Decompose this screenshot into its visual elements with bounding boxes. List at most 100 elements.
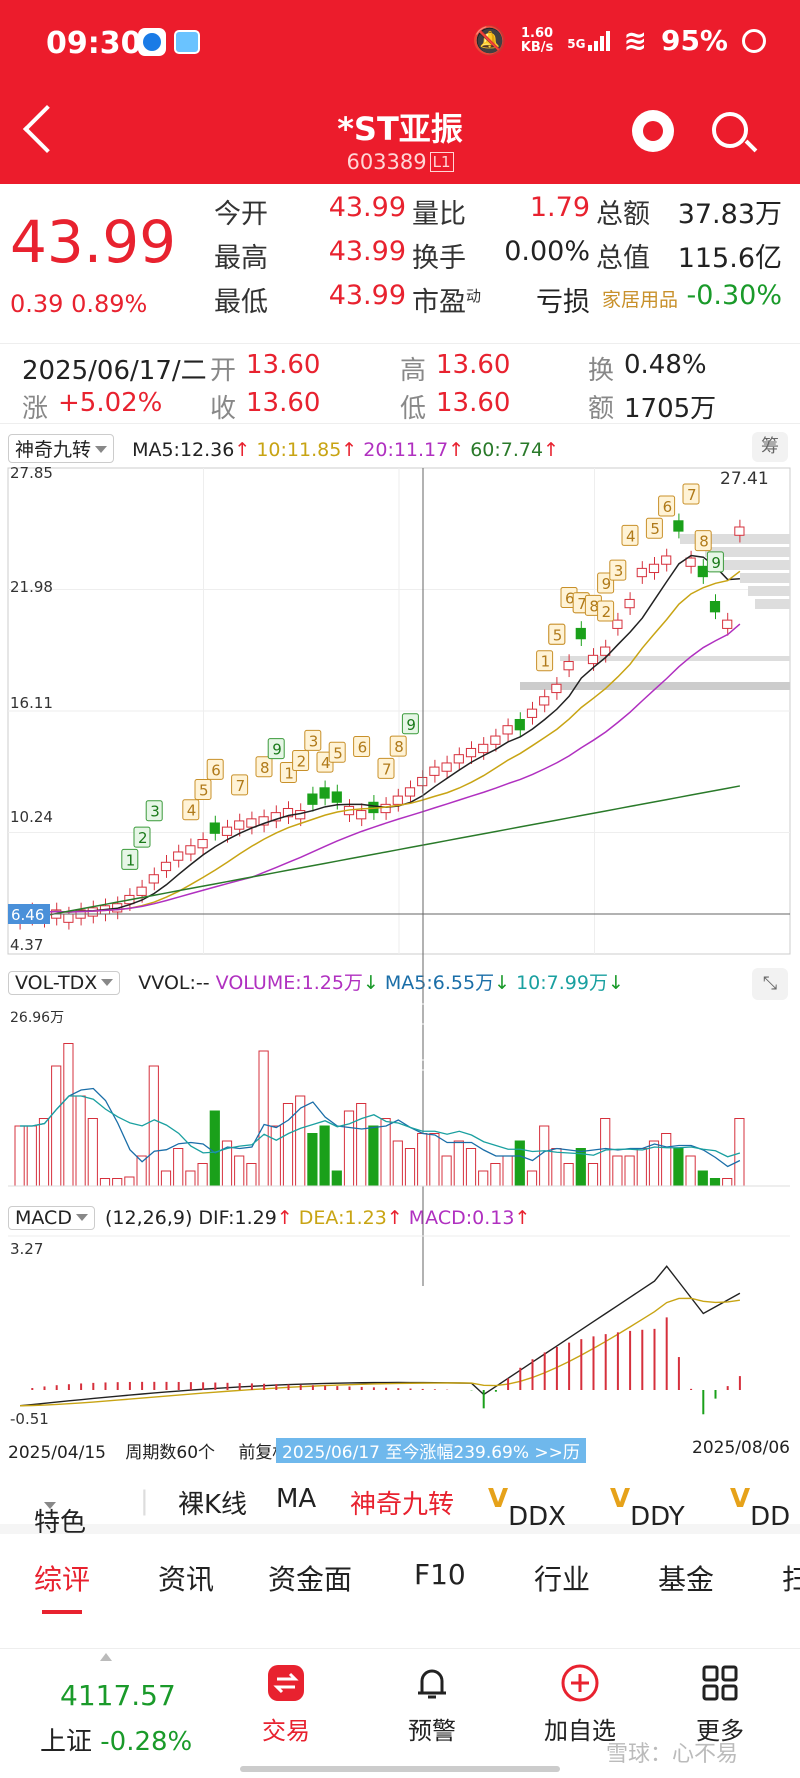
- nine-turn-marker: [145, 800, 163, 822]
- candle: [563, 661, 574, 671]
- price-axis-label: 21.98: [10, 578, 53, 596]
- volume-bar: [587, 1163, 599, 1187]
- candle: [148, 874, 159, 884]
- candle: [685, 557, 696, 567]
- expand-up-icon[interactable]: [100, 1653, 112, 1661]
- chip-bar: [748, 586, 790, 596]
- tab-indicator: [42, 1610, 82, 1614]
- quote-row: 最高 43.99 换手 0.00% 总值 115.6亿: [214, 236, 782, 275]
- ma5-value: MA5:12.36: [132, 439, 235, 461]
- tab-comment[interactable]: 综评: [34, 1563, 91, 1596]
- nine-turn-marker: [536, 650, 554, 672]
- nine-turn-marker: [231, 774, 249, 796]
- volume-bar: [75, 1095, 86, 1187]
- volume-bar: [14, 1125, 25, 1187]
- ma60-value: 60:7.74: [470, 439, 544, 461]
- add-watchlist-button[interactable]: 加自选: [530, 1663, 630, 1746]
- tab-industry[interactable]: 行业: [534, 1563, 591, 1596]
- nine-turn-number: 7: [577, 595, 587, 613]
- cursor-price-box: [8, 904, 50, 924]
- index-value[interactable]: 4117.57: [60, 1679, 176, 1712]
- candle: [551, 683, 562, 694]
- tool-bare-kline[interactable]: 裸K线: [178, 1490, 248, 1520]
- chip-bar: [520, 682, 790, 690]
- quote-value: 1.79: [529, 192, 590, 223]
- tool-ddy[interactable]: V DDY: [610, 1484, 685, 1532]
- candle: [197, 839, 208, 849]
- volume-indicator-select[interactable]: VOL-TDX: [8, 971, 121, 995]
- expand-icon[interactable]: ⤡: [752, 968, 788, 1000]
- chip-button[interactable]: 筹: [752, 432, 788, 462]
- nine-turn-number: 5: [199, 782, 209, 800]
- macd-indicator-select[interactable]: MACD: [8, 1206, 95, 1230]
- mascot-icon[interactable]: [632, 110, 674, 152]
- tab-fund[interactable]: 基金: [658, 1563, 715, 1596]
- candle: [173, 851, 184, 861]
- tool-nine-turn[interactable]: 神奇九转: [350, 1490, 455, 1520]
- ma60-line: [19, 785, 741, 921]
- tool-ma[interactable]: MA: [276, 1484, 317, 1514]
- nine-turn-number: 6: [663, 498, 673, 516]
- chart-area[interactable]: 神奇九转 MA5:12.36↑ 10:11.85↑ 20:11.17↑ 60:7…: [0, 424, 800, 1466]
- high-label: 高: [400, 356, 427, 386]
- search-icon[interactable]: [712, 112, 748, 148]
- tab-f10[interactable]: F10: [414, 1558, 466, 1591]
- alert-button[interactable]: 预警: [382, 1663, 482, 1746]
- macd-value: MACD:0.13: [408, 1207, 515, 1229]
- nine-turn-number: 4: [187, 802, 197, 820]
- mute-bell-icon: 🔕: [471, 24, 507, 57]
- nine-turn-number: 8: [699, 533, 709, 551]
- nine-turn-marker: [645, 517, 663, 539]
- price-axis-label: 27.85: [10, 464, 53, 482]
- turnover-value: 0.48%: [624, 350, 707, 380]
- volume-legend: VOL-TDX VVOL:-- VOLUME:1.25万↓ MA5:6.55万↓…: [8, 968, 624, 995]
- chip-bar: [755, 599, 790, 609]
- candle: [234, 820, 245, 830]
- quote-value: 115.6亿: [677, 243, 782, 274]
- nine-turn-number: 1: [126, 851, 136, 869]
- volume-bar: [417, 1133, 428, 1187]
- candle: [478, 743, 489, 754]
- range-gain-badge[interactable]: 2025/06/17 至今涨幅239.69% >>历: [276, 1438, 586, 1463]
- volume-bar: [441, 1155, 452, 1187]
- indicator-select[interactable]: 神奇九转: [8, 434, 115, 463]
- tool-ddx[interactable]: V DDX: [488, 1484, 566, 1532]
- volume-bar: [514, 1140, 525, 1187]
- ma20-line: [19, 623, 741, 915]
- index-label[interactable]: 上证 -0.28%: [40, 1727, 193, 1757]
- quote-label: 市盈动: [412, 287, 482, 318]
- trade-button[interactable]: 交易: [236, 1663, 336, 1746]
- candle: [429, 766, 440, 776]
- tab-news[interactable]: 资讯: [158, 1563, 215, 1596]
- tab-capital[interactable]: 资金面: [268, 1563, 353, 1596]
- candle: [136, 886, 147, 896]
- nine-turn-marker: [621, 524, 639, 546]
- volume-ma10-line: [20, 1095, 741, 1158]
- quote-label: 最高: [214, 243, 268, 274]
- candle: [380, 803, 391, 814]
- candle: [612, 619, 623, 629]
- volume-bar: [502, 1155, 513, 1187]
- nine-turn-number: 2: [602, 603, 612, 621]
- tool-dd[interactable]: V DD: [730, 1484, 791, 1532]
- amount-label: 额: [588, 394, 615, 424]
- volume-bar: [661, 1133, 672, 1187]
- more-button[interactable]: 更多: [670, 1663, 770, 1746]
- volume-bar: [38, 1118, 50, 1187]
- tab-more[interactable]: 扫: [782, 1563, 800, 1596]
- home-indicator[interactable]: [240, 1766, 560, 1772]
- vol-ma10-value: 10:7.99万: [516, 972, 608, 994]
- volume-bar: [478, 1170, 489, 1187]
- quote-row: 最低 43.99 市盈动 亏损 家居用品 -0.30%: [214, 280, 782, 319]
- axis-start: 2025/04/15: [8, 1443, 106, 1463]
- volume-bar: [539, 1125, 550, 1187]
- selected-date: 2025/06/17/二: [22, 356, 207, 386]
- nine-turn-number: 8: [260, 759, 270, 777]
- volume-bar: [429, 1133, 440, 1187]
- industry-link[interactable]: 家居用品: [602, 289, 679, 311]
- volume-bar: [295, 1095, 306, 1187]
- nine-turn-number: 9: [711, 554, 721, 572]
- vol-ma5-value: MA5:6.55万: [384, 972, 495, 994]
- volume-bar: [734, 1118, 745, 1187]
